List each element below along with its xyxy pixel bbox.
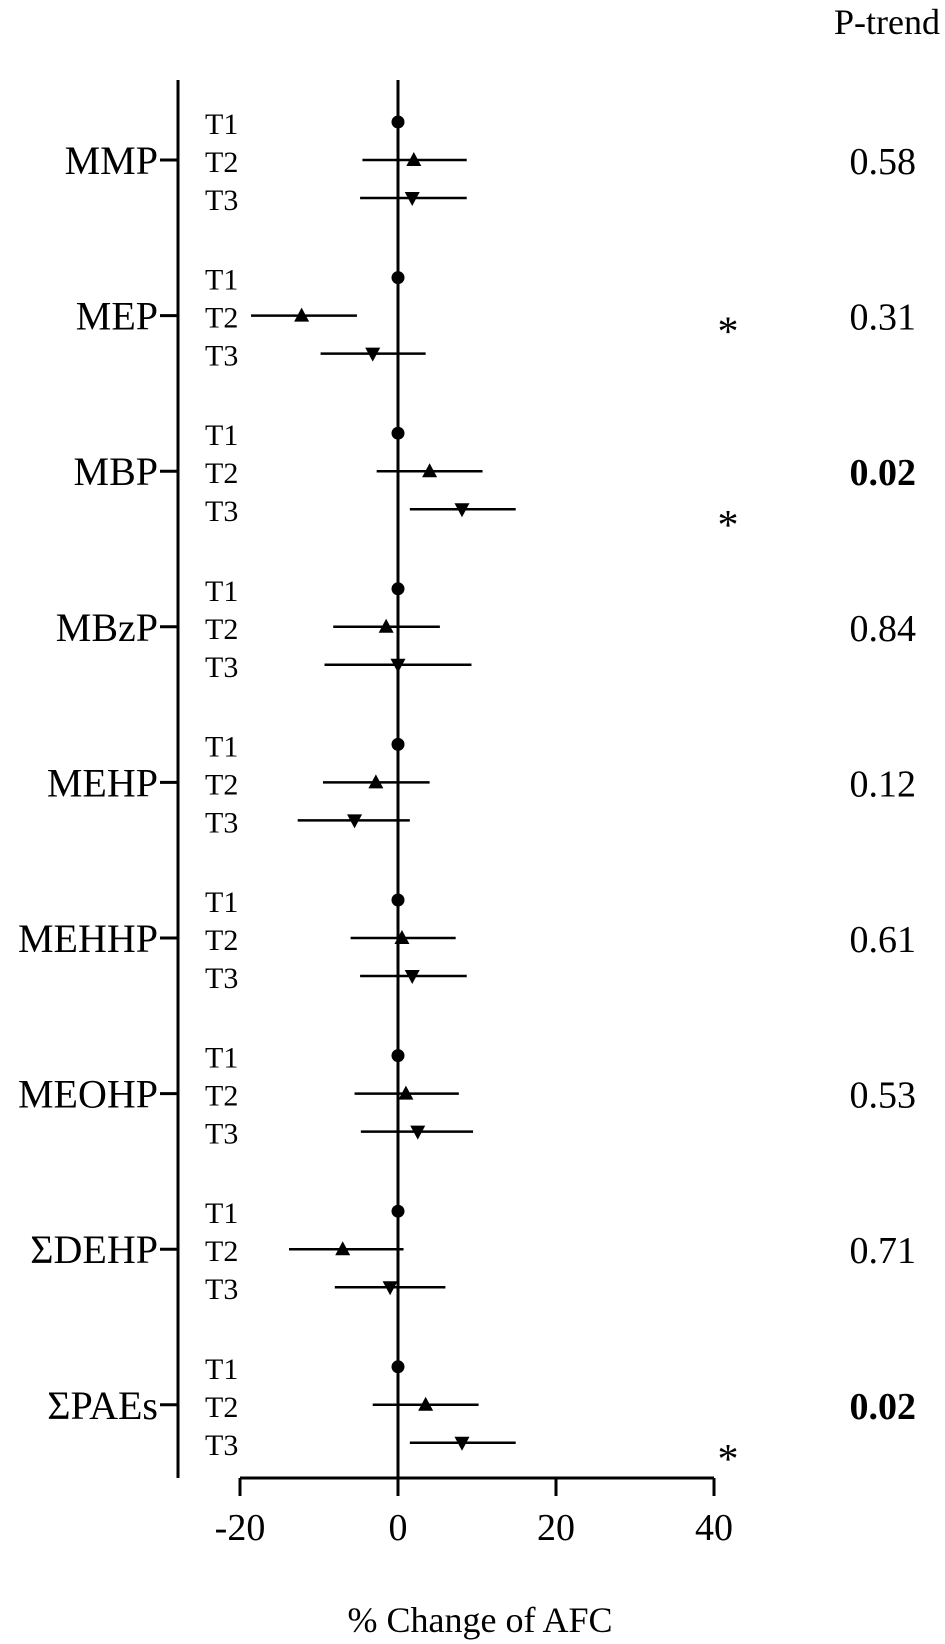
tertile-label: T3: [205, 962, 238, 995]
tertile-label: T2: [205, 1080, 238, 1113]
x-tick-label: 0: [389, 1507, 408, 1549]
tertile-label: T1: [205, 575, 238, 608]
ptrend-value: 0.61: [850, 919, 917, 961]
point-estimate-triangle-up: [422, 463, 438, 478]
x-tick-label: -20: [215, 1507, 266, 1549]
x-axis-title: % Change of AFC: [348, 1600, 613, 1640]
point-estimate-circle: [391, 115, 405, 129]
point-estimate-triangle-down: [390, 658, 406, 673]
group-label: MEP: [76, 294, 158, 339]
significance-asterisk: *: [718, 310, 739, 356]
group-label: MMP: [65, 138, 158, 183]
point-estimate-triangle-up: [368, 774, 384, 789]
point-estimate-triangle-down: [404, 192, 420, 206]
ptrend-value: 0.58: [850, 141, 917, 183]
group-label: MEOHP: [18, 1072, 158, 1117]
point-estimate-triangle-up: [398, 1085, 414, 1100]
point-estimate-circle: [391, 1360, 405, 1374]
tertile-label: T3: [205, 651, 238, 684]
group-label: ΣDEHP: [30, 1227, 158, 1272]
point-estimate-triangle-down: [347, 814, 363, 829]
tertile-label: T2: [205, 457, 238, 490]
point-estimate-circle: [391, 1049, 405, 1063]
point-estimate-triangle-down: [410, 1125, 426, 1140]
tertile-label: T1: [205, 730, 238, 763]
point-estimate-triangle-up: [335, 1241, 351, 1256]
tertile-label: T1: [205, 886, 238, 919]
ptrend-value: 0.84: [850, 608, 917, 650]
tertile-label: T1: [205, 108, 238, 141]
point-estimate-triangle-down: [382, 1281, 398, 1296]
ptrend-value: 0.02: [850, 1386, 917, 1428]
point-estimate-circle: [391, 737, 405, 751]
ptrend-value: 0.12: [850, 763, 917, 805]
tertile-label: T3: [205, 340, 238, 373]
tertile-label: T2: [205, 1391, 238, 1424]
point-estimate-circle: [391, 426, 405, 440]
point-estimate-triangle-up: [378, 618, 394, 633]
x-tick-label: 40: [695, 1507, 733, 1549]
group-label: MEHHP: [18, 916, 158, 961]
point-estimate-triangle-up: [294, 307, 310, 322]
group-label: MEHP: [47, 760, 158, 805]
point-estimate-triangle-down: [404, 970, 420, 984]
ptrend-value: 0.53: [850, 1075, 917, 1117]
tertile-label: T2: [205, 924, 238, 957]
point-estimate-triangle-up: [406, 152, 422, 166]
tertile-label: T3: [205, 184, 238, 217]
tertile-label: T3: [205, 1118, 238, 1151]
point-estimate-triangle-down: [454, 503, 470, 518]
point-estimate-circle: [391, 271, 405, 285]
tertile-label: T1: [205, 1042, 238, 1075]
point-estimate-triangle-down: [365, 347, 381, 362]
point-estimate-circle: [391, 893, 405, 907]
ptrend-header: P-trend: [834, 2, 940, 42]
group-label: MBP: [74, 449, 159, 494]
ptrend-value: 0.31: [850, 297, 917, 339]
ptrend-value: 0.71: [850, 1230, 917, 1272]
tertile-label: T3: [205, 1273, 238, 1306]
point-estimate-triangle-down: [454, 1436, 470, 1451]
tertile-label: T3: [205, 1429, 238, 1462]
tertile-label: T1: [205, 264, 238, 297]
point-estimate-circle: [391, 1204, 405, 1218]
significance-asterisk: *: [718, 503, 739, 549]
point-estimate-triangle-up: [418, 1396, 434, 1411]
ptrend-value: 0.02: [850, 452, 917, 494]
tertile-label: T3: [205, 806, 238, 839]
tertile-label: T2: [205, 1235, 238, 1268]
tertile-label: T3: [205, 495, 238, 528]
point-estimate-triangle-up: [394, 930, 410, 944]
tertile-label: T2: [205, 768, 238, 801]
tertile-label: T2: [205, 146, 238, 179]
x-tick-label: 20: [537, 1507, 575, 1549]
point-estimate-circle: [391, 582, 405, 596]
plot-marks: MMP 0.58 T1 T2 T3 MEP 0.31 T1 T2 * T3 MBP 0.02 T1 T2 T3…: [18, 108, 916, 1483]
group-label: MBzP: [56, 605, 158, 650]
tertile-label: T1: [205, 419, 238, 452]
group-label: ΣPAEs: [47, 1383, 158, 1428]
tertile-label: T2: [205, 613, 238, 646]
tertile-label: T1: [205, 1197, 238, 1230]
plot-frame: -20 0 20 40: [160, 80, 733, 1549]
significance-asterisk: *: [718, 1437, 739, 1483]
tertile-label: T1: [205, 1353, 238, 1386]
tertile-label: T2: [205, 302, 238, 335]
